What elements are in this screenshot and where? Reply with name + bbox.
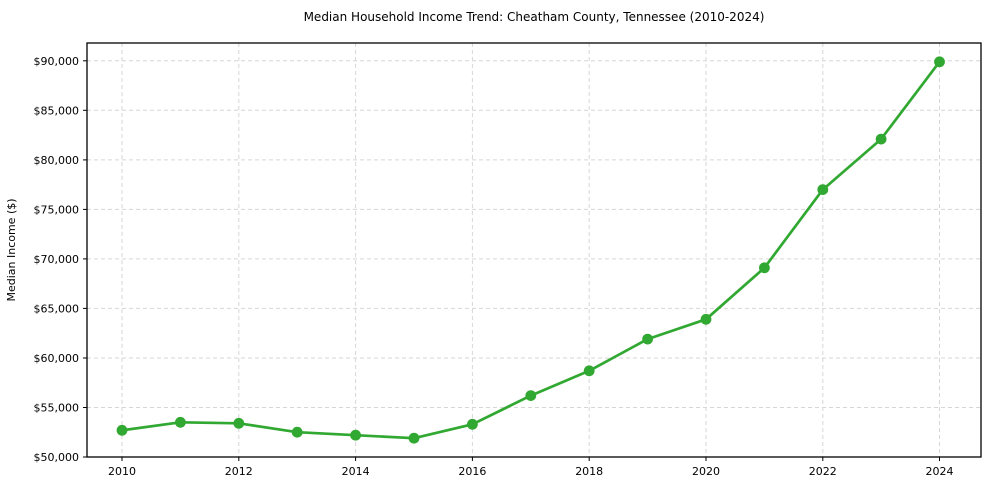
data-point bbox=[875, 133, 887, 145]
data-point bbox=[291, 426, 303, 438]
axis-ticks: 2010 2012 2014 2016 2018 2020 2022 2024 $50,000 $… bbox=[34, 55, 954, 478]
x-tick-label: 2018 bbox=[575, 465, 603, 478]
data-point bbox=[934, 56, 945, 68]
data-point bbox=[642, 333, 653, 345]
y-tick-label: $55,000 bbox=[34, 402, 80, 415]
y-tick-label: $50,000 bbox=[34, 451, 80, 464]
income-line bbox=[120, 60, 941, 440]
data-point bbox=[759, 262, 770, 274]
data-point bbox=[350, 429, 361, 441]
y-tick-label: $70,000 bbox=[34, 253, 80, 266]
data-points bbox=[116, 56, 945, 444]
y-axis-label: Median Income ($) bbox=[5, 198, 18, 301]
data-point bbox=[408, 432, 420, 444]
grid-lines bbox=[87, 43, 981, 457]
data-point bbox=[467, 418, 478, 430]
data-point bbox=[525, 390, 537, 401]
y-tick-label: $60,000 bbox=[34, 352, 80, 365]
plot-border bbox=[86, 42, 982, 458]
data-point bbox=[817, 184, 829, 196]
data-point bbox=[583, 365, 595, 377]
x-tick-label: 2020 bbox=[692, 465, 720, 478]
x-tick-label: 2016 bbox=[458, 465, 486, 478]
y-tick-label: $90,000 bbox=[34, 55, 80, 68]
x-tick-label: 2012 bbox=[225, 465, 253, 478]
y-tick-label: $85,000 bbox=[34, 104, 80, 117]
data-point bbox=[175, 416, 186, 428]
data-point bbox=[233, 417, 245, 429]
data-point bbox=[116, 424, 128, 436]
x-tick-label: 2010 bbox=[108, 465, 136, 478]
data-point bbox=[700, 313, 712, 325]
x-tick-label: 2024 bbox=[926, 465, 954, 478]
chart-title: Median Household Income Trend: Cheatham … bbox=[303, 10, 765, 24]
y-tick-label: $80,000 bbox=[34, 154, 80, 167]
x-tick-label: 2014 bbox=[342, 465, 370, 478]
y-tick-label: $65,000 bbox=[34, 302, 80, 315]
x-tick-label: 2022 bbox=[809, 465, 837, 478]
y-tick-label: $75,000 bbox=[34, 203, 80, 216]
